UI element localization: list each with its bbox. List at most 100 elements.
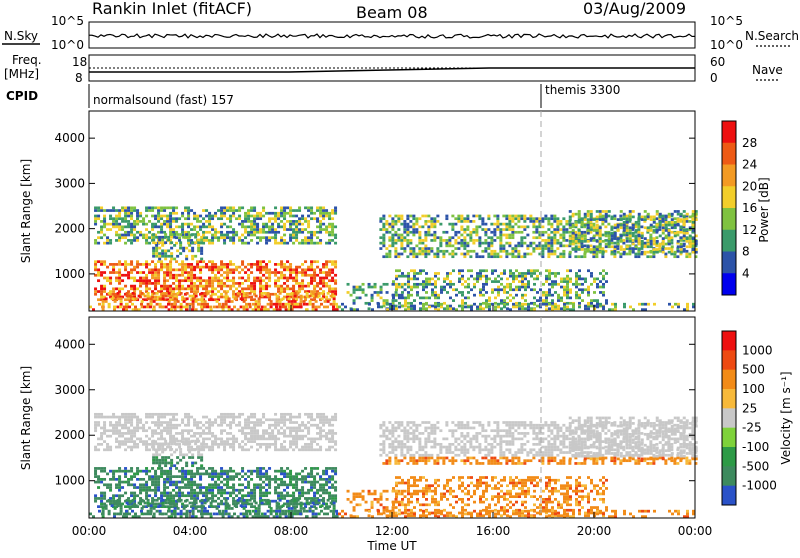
power-cell — [187, 206, 190, 209]
power-cell — [201, 297, 204, 300]
power-cell — [551, 302, 554, 305]
power-cell — [647, 216, 650, 219]
velocity-cell — [172, 481, 175, 484]
power-cell — [403, 239, 406, 242]
power-cell — [256, 268, 259, 271]
power-cell — [683, 216, 686, 219]
power-cell — [683, 235, 686, 238]
power-cell — [590, 248, 593, 251]
power-cell — [605, 272, 608, 275]
power-cell — [173, 303, 176, 306]
power-cell — [106, 277, 109, 280]
power-cell — [452, 307, 455, 310]
power-cell — [309, 295, 312, 298]
power-cell — [422, 288, 425, 291]
power-cell — [231, 300, 234, 303]
power-cell — [407, 302, 410, 305]
power-cell — [262, 228, 265, 231]
power-cell — [527, 286, 530, 289]
power-cell — [220, 212, 223, 215]
power-cell — [161, 241, 164, 244]
power-cell — [521, 286, 524, 289]
power-cell — [274, 217, 277, 220]
power-cell — [583, 255, 586, 258]
power-cell — [499, 250, 502, 253]
velocity-cell — [259, 473, 262, 476]
velocity-cell — [298, 416, 301, 419]
velocity-cell — [268, 424, 271, 427]
power-cell — [521, 307, 524, 310]
power-cell — [382, 223, 385, 226]
power-cell — [403, 247, 406, 250]
velocity-cell — [166, 427, 169, 430]
power-cell — [132, 297, 135, 300]
power-cell — [433, 234, 436, 237]
power-cell — [401, 283, 404, 286]
power-cell — [497, 275, 500, 278]
velocity-cell — [142, 478, 145, 481]
power-cell — [566, 294, 569, 297]
power-cell — [106, 209, 109, 212]
power-cell — [277, 217, 280, 220]
power-cell — [548, 294, 551, 297]
power-cell — [124, 274, 127, 277]
velocity-cell — [259, 478, 262, 481]
power-cell — [296, 306, 299, 309]
power-cell — [499, 223, 502, 226]
velocity-cell — [127, 470, 130, 473]
power-cell — [508, 242, 511, 245]
velocity-cell — [280, 432, 283, 435]
power-cell — [100, 274, 103, 277]
velocity-cell — [277, 432, 280, 435]
power-cell — [637, 228, 640, 231]
velocity-cell — [181, 418, 184, 421]
power-cell — [476, 278, 479, 281]
power-cell — [596, 278, 599, 281]
velocity-cell — [148, 438, 151, 441]
power-cell — [238, 209, 241, 212]
power-cell — [211, 242, 214, 245]
power-cell — [163, 206, 166, 209]
power-cell — [572, 306, 575, 309]
velocity-cell — [256, 448, 259, 451]
power-cell — [223, 239, 226, 242]
velocity-cell — [205, 432, 208, 435]
power-cell — [506, 297, 509, 300]
power-cell — [415, 253, 418, 256]
velocity-cell — [289, 432, 292, 435]
power-cell — [304, 217, 307, 220]
power-cell — [590, 251, 593, 254]
velocity-cell — [262, 413, 265, 416]
velocity-cell — [229, 424, 232, 427]
power-cell — [166, 274, 169, 277]
power-cell — [566, 286, 569, 289]
power-cell — [434, 286, 437, 289]
power-cell — [433, 255, 436, 258]
power-cell — [157, 212, 160, 215]
power-cell — [635, 229, 638, 232]
power-cell — [437, 294, 440, 297]
power-cell — [463, 253, 466, 256]
velocity-cell — [94, 497, 97, 500]
power-cell — [569, 269, 572, 272]
power-cell — [97, 236, 100, 239]
power-cell — [244, 212, 247, 215]
power-cell — [505, 223, 508, 226]
velocity-cell — [244, 438, 247, 441]
power-cell — [605, 280, 608, 283]
velocity-cell — [292, 429, 295, 432]
power-cell — [161, 239, 164, 242]
power-cell — [556, 223, 559, 226]
power-cell — [647, 303, 650, 306]
power-cell — [511, 228, 514, 231]
power-cell — [671, 224, 674, 227]
velocity-cell — [322, 424, 325, 427]
power-cell — [303, 300, 306, 303]
power-cell — [533, 288, 536, 291]
power-cell — [490, 236, 493, 239]
velocity-cell — [334, 413, 337, 416]
power-cell — [232, 277, 235, 280]
power-cell — [220, 236, 223, 239]
power-cell — [460, 217, 463, 220]
velocity-cell — [244, 435, 247, 438]
